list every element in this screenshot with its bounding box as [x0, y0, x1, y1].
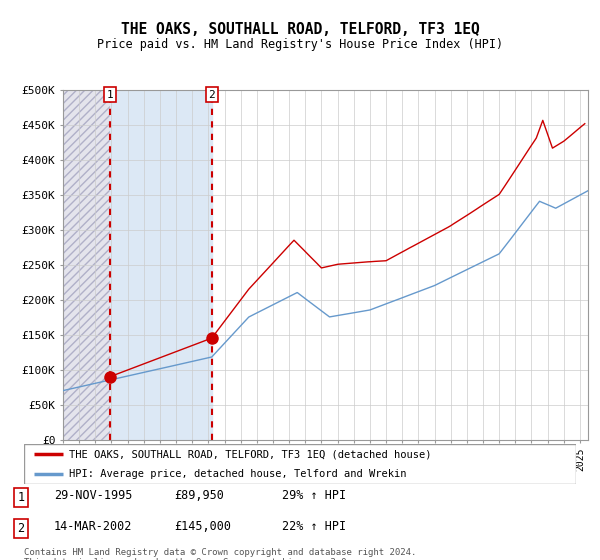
Text: 22% ↑ HPI: 22% ↑ HPI [282, 520, 346, 533]
Text: 1: 1 [107, 90, 113, 100]
FancyBboxPatch shape [24, 444, 576, 484]
Text: 2: 2 [208, 90, 215, 100]
Text: £89,950: £89,950 [174, 489, 224, 502]
Bar [63, 90, 110, 440]
Bar [63, 90, 110, 440]
Text: HPI: Average price, detached house, Telford and Wrekin: HPI: Average price, detached house, Telf… [69, 469, 407, 479]
Text: 1: 1 [17, 491, 25, 504]
Text: Contains HM Land Registry data © Crown copyright and database right 2024.
This d: Contains HM Land Registry data © Crown c… [24, 548, 416, 560]
Text: 29% ↑ HPI: 29% ↑ HPI [282, 489, 346, 502]
Text: Price paid vs. HM Land Registry's House Price Index (HPI): Price paid vs. HM Land Registry's House … [97, 38, 503, 50]
Text: £145,000: £145,000 [174, 520, 231, 533]
Text: THE OAKS, SOUTHALL ROAD, TELFORD, TF3 1EQ (detached house): THE OAKS, SOUTHALL ROAD, TELFORD, TF3 1E… [69, 449, 432, 459]
Text: 2: 2 [17, 522, 25, 535]
Bar [110, 90, 212, 440]
Text: 14-MAR-2002: 14-MAR-2002 [54, 520, 133, 533]
Text: 29-NOV-1995: 29-NOV-1995 [54, 489, 133, 502]
Text: THE OAKS, SOUTHALL ROAD, TELFORD, TF3 1EQ: THE OAKS, SOUTHALL ROAD, TELFORD, TF3 1E… [121, 22, 479, 38]
